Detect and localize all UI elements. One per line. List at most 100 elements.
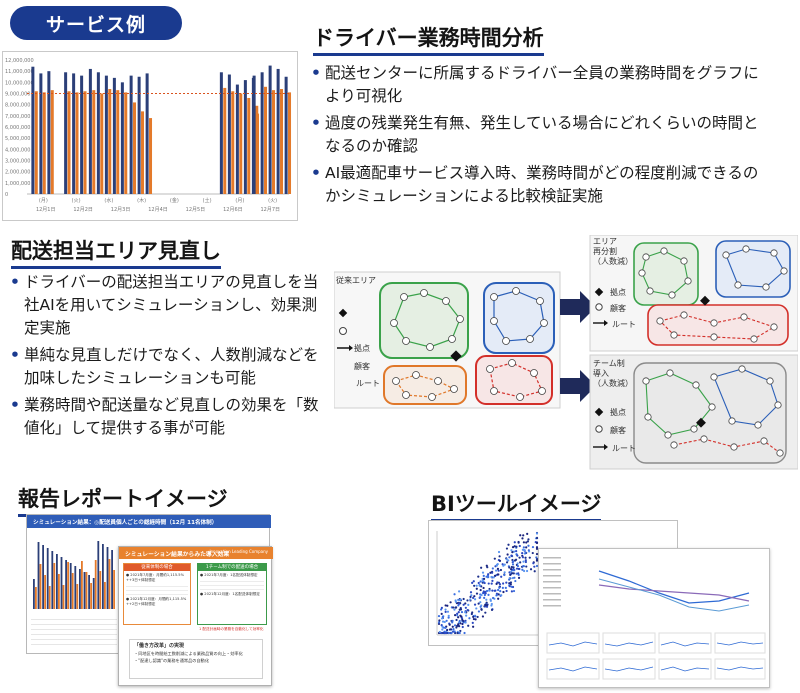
- bar-blue: [72, 73, 76, 194]
- day-label: (月): [235, 198, 244, 204]
- bi-scatter-plot: [436, 531, 539, 636]
- bar-orange: [92, 90, 96, 194]
- report-right-head: 1チーム制での配送の場合: [198, 564, 266, 571]
- report-front-tag: Innovation Leading Company: [209, 549, 268, 554]
- y-tick-label: 1,000,000: [5, 181, 30, 187]
- report-reform-line2: ・"配達し認識"の業務を通常品の自動化: [134, 658, 210, 663]
- bar-blue: [31, 66, 35, 194]
- day-label: (水): [104, 197, 113, 204]
- bar-orange: [100, 93, 104, 194]
- report-title: 報告レポートイメージ: [18, 483, 228, 517]
- report-front-title: シミュレーション結果からみた導入効果: [119, 547, 273, 559]
- bullet: AI最適配車サービス導入時、業務時間がどの程度削減できるのかシミュレーションによ…: [311, 162, 773, 208]
- y-tick-label: 7,000,000: [5, 114, 30, 120]
- bar-orange: [223, 87, 227, 194]
- bar-blue: [96, 72, 100, 194]
- team-legend-base: 拠点: [610, 408, 626, 417]
- bar-orange: [264, 86, 268, 194]
- bi-line-charts: [543, 557, 766, 680]
- bar-blue: [129, 75, 133, 194]
- bar-orange: [50, 90, 54, 194]
- report-right-line1: ● 2021年7月度：1名配送体制想定: [200, 573, 258, 577]
- day-label: (土): [203, 197, 212, 204]
- bar-orange: [149, 118, 153, 194]
- date-label: 12月1日: [36, 207, 56, 213]
- y-tick-label: 11,000,000: [5, 69, 34, 75]
- date-label: 12月7日: [261, 207, 281, 213]
- bar-orange: [272, 90, 276, 194]
- bar-blue: [235, 84, 239, 194]
- team-area-panel: [589, 354, 799, 470]
- bi-tool-title: BIツールイメージ: [431, 488, 602, 522]
- y-tick-label: 12,000,000: [5, 58, 34, 64]
- bar-orange: [75, 92, 79, 194]
- work-time-bar-chart: 12,000,000 11,000,000 10,000,000 9,000,000 8…: [5, 58, 292, 213]
- report-back-chart: [33, 541, 115, 609]
- bar-blue: [284, 76, 288, 194]
- bar-blue: [276, 68, 280, 194]
- day-label: (火): [268, 198, 277, 204]
- bar-orange: [108, 89, 112, 194]
- report-red-note: 1 配送計画時の業務を自動化して効率化: [199, 627, 264, 631]
- area-review-title: 配送担当エリア見直し: [11, 235, 221, 269]
- y-tick-label: 6,000,000: [5, 125, 30, 131]
- bi-line-panel: [538, 548, 770, 688]
- day-label: (木): [137, 197, 146, 204]
- split-legend-customer: 顧客: [610, 304, 626, 313]
- bar-orange: [133, 102, 137, 194]
- y-tick-label: 8,000,000: [5, 103, 30, 109]
- legend-customer: 顧客: [354, 362, 370, 371]
- team-area-label: チーム制 導入 （人数減）: [593, 359, 633, 388]
- bar-blue: [80, 75, 84, 194]
- day-label: (火): [72, 198, 81, 204]
- y-tick-label: 4,000,000: [5, 147, 30, 153]
- bar-blue: [243, 80, 247, 194]
- y-tick-label: 5,000,000: [5, 136, 30, 142]
- date-label: 12月2日: [73, 207, 93, 213]
- bar-orange: [116, 90, 120, 194]
- service-examples-badge: サービス例: [10, 6, 182, 40]
- bar-orange: [256, 113, 260, 194]
- bar-orange: [231, 91, 235, 194]
- bar-orange: [34, 91, 38, 194]
- legend-route: ルート: [356, 379, 380, 388]
- bullet: 過度の残業発生有無、発生している場合にどれくらいの時間となるのか確認: [311, 112, 773, 158]
- bar-orange: [141, 111, 145, 194]
- date-label: 12月4日: [148, 207, 168, 213]
- bar-blue: [227, 74, 231, 194]
- current-area-panel: [333, 271, 561, 409]
- split-legend-route: ルート: [612, 320, 636, 329]
- bar-orange: [67, 91, 71, 194]
- bullet: 単純な見直しだけでなく、人数削減などを加味したシミュレーションも可能: [10, 344, 332, 390]
- date-label: 12月5日: [186, 207, 206, 213]
- bar-orange: [280, 89, 284, 194]
- bar-orange: [124, 92, 128, 194]
- split-legend-base: 拠点: [610, 288, 626, 297]
- report-right-line2: ● 2021年12月度：1名配送体制想定: [200, 592, 260, 596]
- team-legend-customer: 顧客: [610, 426, 626, 435]
- area-review-bullets: ドライバーの配送担当エリアの見直しを当社AIを用いてシミュレーションし、効果測定…: [10, 271, 332, 444]
- current-area-label: 従来エリア: [336, 276, 376, 285]
- bar-blue: [252, 75, 256, 194]
- bar-blue: [39, 73, 43, 194]
- driver-analysis-bullets: 配送センターに所属するドライバー全員の業務時間をグラフにより可視化 過度の残業発…: [311, 62, 773, 212]
- bullet: 業務時間や配送量など見直しの効果を「数値化」して提供する事が可能: [10, 394, 332, 440]
- y-tick-label: 0: [5, 192, 8, 198]
- date-label: 12月6日: [223, 207, 243, 213]
- driver-analysis-title: ドライバー業務時間分析: [313, 22, 544, 56]
- report-reform-title: 「働き方改革」の実現: [134, 643, 185, 649]
- report-left-line1: ● 2021年7月度：月間約1,115.5% ++3日+体制想定: [126, 573, 184, 582]
- bar-blue: [112, 77, 116, 194]
- team-legend-route: ルート: [612, 444, 636, 453]
- report-preview: シミュレーション結果：◎配送員個人ごとの総経時間（12月 11名体制） シミュレ…: [26, 514, 273, 686]
- bar-blue: [137, 76, 141, 194]
- bar-orange: [288, 92, 292, 194]
- bar-blue: [47, 71, 51, 194]
- bar-orange: [247, 97, 251, 194]
- bar-blue: [104, 75, 108, 194]
- bar-blue: [120, 82, 124, 194]
- bullet: 配送センターに所属するドライバー全員の業務時間をグラフにより可視化: [311, 62, 773, 108]
- split-area-label: エリア 再分割 （人数減）: [593, 237, 633, 266]
- day-label: (金): [170, 197, 179, 204]
- report-left-line2: ● 2021年12月度：月間約1,115.5% ++2日+体制想定: [126, 597, 187, 606]
